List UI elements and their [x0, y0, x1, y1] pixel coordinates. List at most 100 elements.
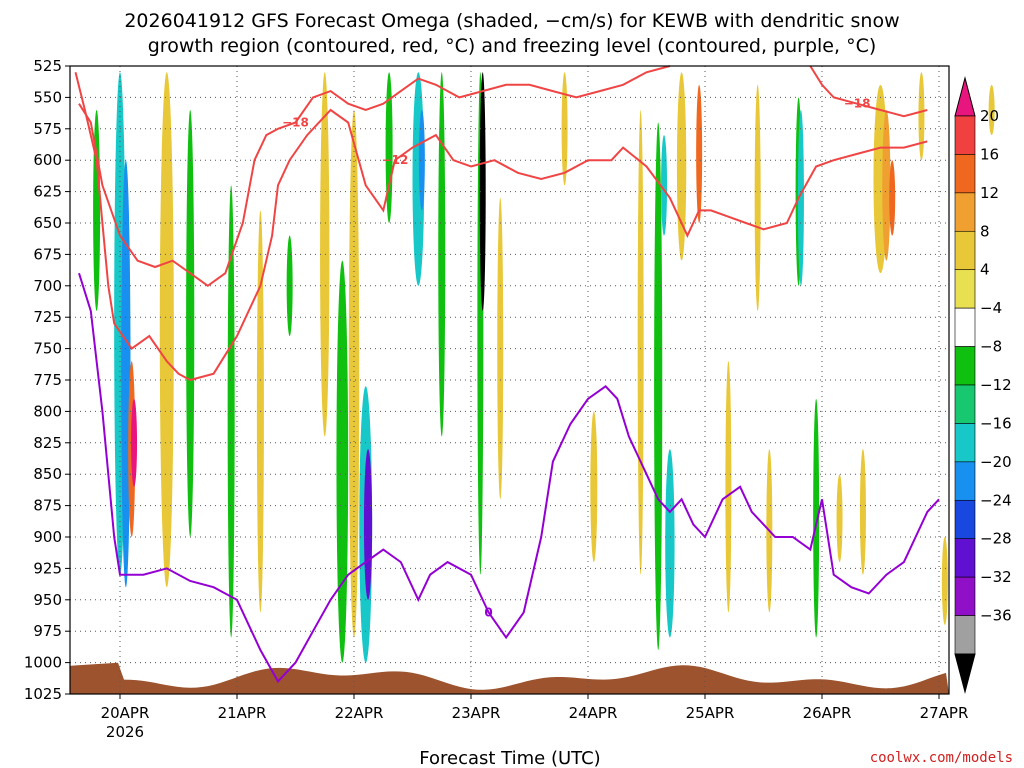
- omega-region-2: [121, 160, 131, 588]
- colorbar-bin-12: [954, 538, 976, 578]
- omega-region-9: [286, 235, 293, 337]
- omega-region-42: [941, 537, 948, 625]
- ytick-label-825: 825: [33, 434, 62, 452]
- colorbar-bin-2: [954, 154, 976, 194]
- omega-region-6: [186, 109, 195, 537]
- ytick-label-550: 550: [33, 88, 62, 106]
- omega-region-17: [418, 109, 425, 211]
- omega-region-11: [336, 260, 349, 663]
- xtick-label-27APR: 27APR: [920, 704, 969, 722]
- omega-region-30: [725, 361, 732, 613]
- ytick-label-625: 625: [33, 183, 62, 201]
- xtick-label-21APR: 21APR: [218, 704, 267, 722]
- credit-text: coolwx.com/models: [870, 750, 1013, 766]
- omega-region-12: [348, 109, 360, 638]
- omega-region-31: [754, 84, 761, 311]
- colorbar-label-9: −20: [980, 453, 1012, 471]
- ytick-label-1000: 1000: [24, 654, 62, 672]
- omega-region-18: [438, 72, 446, 437]
- omega-region-7: [227, 185, 235, 638]
- colorbar-label-13: −36: [980, 607, 1012, 625]
- ytick-label-800: 800: [33, 402, 62, 420]
- colorbar-label-1: 16: [980, 145, 999, 163]
- xtick-label-24APR: 24APR: [569, 704, 618, 722]
- omega-region-43: [988, 84, 995, 136]
- ytick-label-950: 950: [33, 591, 62, 609]
- colorbar-bin-4: [954, 230, 976, 271]
- omega-region-26: [661, 135, 668, 236]
- colorbar-label-5: −4: [980, 299, 1002, 317]
- colorbar-bin-5: [954, 269, 976, 309]
- xtick-label-26APR: 26APR: [803, 704, 852, 722]
- colorbar-label-4: 4: [980, 261, 990, 279]
- terrain-area: [70, 662, 949, 694]
- ytick-label-900: 900: [33, 528, 62, 546]
- omega-region-35: [813, 398, 820, 638]
- omega-region-22: [561, 72, 568, 186]
- omega-region-28: [676, 72, 687, 261]
- colorbar-label-2: 12: [980, 184, 999, 202]
- colorbar-bin-1: [954, 115, 976, 155]
- omega-region-14: [363, 449, 373, 600]
- omega-region-24: [637, 109, 644, 575]
- colorbar-label-10: −24: [980, 491, 1012, 509]
- colorbar-label-8: −16: [980, 414, 1012, 432]
- colorbar-label-3: 8: [980, 222, 990, 240]
- ytick-label-850: 850: [33, 465, 62, 483]
- colorbar-top-arrow: [954, 76, 976, 117]
- omega-region-36: [836, 474, 843, 563]
- colorbar-bottom-arrow: [954, 653, 976, 694]
- colorbar-label-12: −32: [980, 568, 1012, 586]
- xtick-label-25APR: 25APR: [686, 704, 735, 722]
- colorbar-bin-14: [954, 615, 976, 655]
- ytick-label-875: 875: [33, 497, 62, 515]
- omega-region-40: [889, 160, 896, 236]
- colorbar: 20 16 12 8 4 −4 −8 −12 −16 −20 −24 −28 −32 −36: [954, 76, 1012, 694]
- omega-region-23: [590, 411, 598, 563]
- colorbar-label-7: −12: [980, 376, 1012, 394]
- omega-shading: [93, 72, 995, 663]
- ytick-label-925: 925: [33, 559, 62, 577]
- ytick-label-750: 750: [33, 340, 62, 358]
- colorbar-label-6: −8: [980, 338, 1002, 356]
- colorbar-label-0: 20: [980, 107, 999, 125]
- colorbar-bin-8: [954, 384, 976, 424]
- colorbar-bin-9: [954, 423, 976, 463]
- omega-region-25: [654, 122, 663, 651]
- xtick-label-22APR: 22APR: [335, 704, 384, 722]
- ytick-label-650: 650: [33, 214, 62, 232]
- colorbar-label-11: −28: [980, 530, 1012, 548]
- omega-region-34: [797, 109, 804, 286]
- contour-line-3: [78, 272, 940, 684]
- contour-label-0: −12: [382, 153, 409, 167]
- colorbar-bin-13: [954, 576, 976, 616]
- contour-label-2: −18: [844, 97, 871, 111]
- colorbar-bin-3: [954, 192, 976, 232]
- contour-label-1: −18: [282, 116, 309, 130]
- xtick-label-20APR: 20APR: [101, 704, 150, 722]
- chart-title-line2: growth region (contoured, red, °C) and f…: [148, 35, 877, 57]
- contour-line-1: [78, 65, 671, 288]
- ytick-label-525: 525: [33, 57, 62, 75]
- ytick-label-975: 975: [33, 622, 62, 640]
- ytick-label-725: 725: [33, 308, 62, 326]
- colorbar-bin-11: [954, 499, 976, 540]
- colorbar-bin-7: [954, 346, 976, 386]
- terrain-fill: [70, 662, 949, 694]
- colorbar-bin-6: [954, 307, 976, 347]
- omega-region-39: [882, 109, 891, 261]
- omega-region-5: [159, 72, 174, 588]
- contour-line-0: [74, 72, 928, 382]
- contour-line-2: [809, 65, 928, 118]
- ytick-label-700: 700: [33, 277, 62, 295]
- xtick-label-23APR: 23APR: [452, 704, 501, 722]
- omega-region-10: [320, 72, 330, 437]
- ytick-label-600: 600: [33, 151, 62, 169]
- y-axis-ticks: 525 550 575 600 625 650 675 700 725 750 775 800 825 8…: [24, 57, 70, 703]
- omega-region-27: [665, 449, 675, 638]
- ytick-label-675: 675: [33, 245, 62, 263]
- chart-title-line1: 2026041912 GFS Forecast Omega (shaded, −…: [124, 10, 899, 32]
- contour-lines: −12 −18 −18 0: [74, 65, 940, 684]
- ytick-label-1025: 1025: [24, 685, 62, 703]
